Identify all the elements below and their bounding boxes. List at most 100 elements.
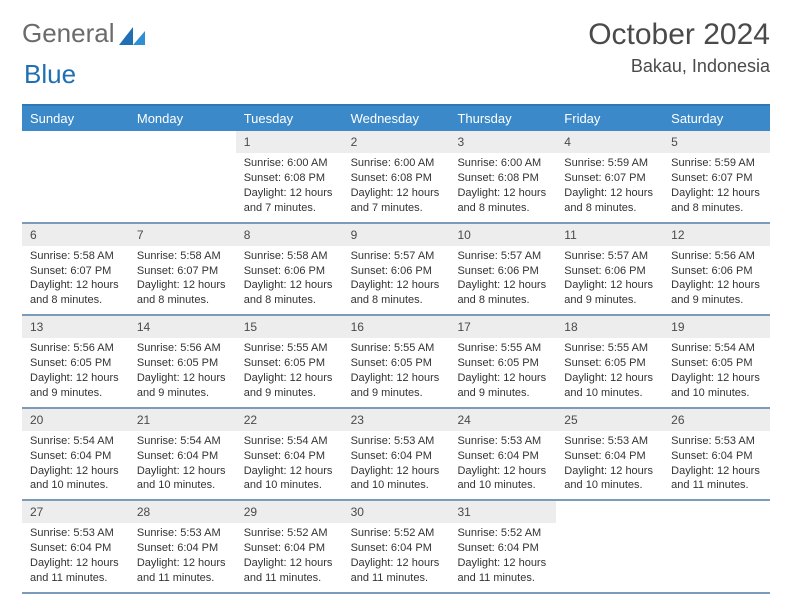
daylight-text-1: Daylight: 12 hours xyxy=(244,556,335,571)
daylight-text-2: and 9 minutes. xyxy=(457,386,548,401)
daylight-text-1: Daylight: 12 hours xyxy=(457,186,548,201)
cell-body: Sunrise: 5:57 AMSunset: 6:06 PMDaylight:… xyxy=(449,246,556,314)
sunset-text: Sunset: 6:07 PM xyxy=(671,171,762,186)
cell-body: Sunrise: 5:54 AMSunset: 6:04 PMDaylight:… xyxy=(236,431,343,499)
sunrise-text: Sunrise: 5:52 AM xyxy=(351,526,442,541)
day-number: 25 xyxy=(556,409,663,431)
title-block: October 2024 Bakau, Indonesia xyxy=(588,18,770,77)
daylight-text-2: and 10 minutes. xyxy=(244,478,335,493)
daylight-text-1: Daylight: 12 hours xyxy=(671,464,762,479)
daylight-text-2: and 8 minutes. xyxy=(30,293,121,308)
calendar-cell: 29Sunrise: 5:52 AMSunset: 6:04 PMDayligh… xyxy=(236,501,343,592)
cell-body: Sunrise: 5:56 AMSunset: 6:06 PMDaylight:… xyxy=(663,246,770,314)
daylight-text-2: and 9 minutes. xyxy=(671,293,762,308)
calendar-cell: 23Sunrise: 5:53 AMSunset: 6:04 PMDayligh… xyxy=(343,409,450,500)
calendar-cell: 8Sunrise: 5:58 AMSunset: 6:06 PMDaylight… xyxy=(236,224,343,315)
day-number: 4 xyxy=(556,131,663,153)
calendar-cell: 16Sunrise: 5:55 AMSunset: 6:05 PMDayligh… xyxy=(343,316,450,407)
sunset-text: Sunset: 6:06 PM xyxy=(244,264,335,279)
calendar-cell: 12Sunrise: 5:56 AMSunset: 6:06 PMDayligh… xyxy=(663,224,770,315)
sunset-text: Sunset: 6:05 PM xyxy=(351,356,442,371)
daylight-text-2: and 9 minutes. xyxy=(137,386,228,401)
daylight-text-1: Daylight: 12 hours xyxy=(671,371,762,386)
daylight-text-1: Daylight: 12 hours xyxy=(351,186,442,201)
sunset-text: Sunset: 6:05 PM xyxy=(30,356,121,371)
daylight-text-1: Daylight: 12 hours xyxy=(457,278,548,293)
day-number: 5 xyxy=(663,131,770,153)
cell-body: Sunrise: 5:55 AMSunset: 6:05 PMDaylight:… xyxy=(236,338,343,406)
sunset-text: Sunset: 6:04 PM xyxy=(351,449,442,464)
location-label: Bakau, Indonesia xyxy=(588,56,770,77)
calendar-cell: 7Sunrise: 5:58 AMSunset: 6:07 PMDaylight… xyxy=(129,224,236,315)
cell-body: Sunrise: 5:53 AMSunset: 6:04 PMDaylight:… xyxy=(663,431,770,499)
day-header: Saturday xyxy=(663,106,770,131)
cell-body: Sunrise: 5:52 AMSunset: 6:04 PMDaylight:… xyxy=(343,523,450,591)
day-header: Friday xyxy=(556,106,663,131)
day-number: 1 xyxy=(236,131,343,153)
cell-body: Sunrise: 5:54 AMSunset: 6:04 PMDaylight:… xyxy=(129,431,236,499)
calendar-cell: 3Sunrise: 6:00 AMSunset: 6:08 PMDaylight… xyxy=(449,131,556,222)
daylight-text-2: and 11 minutes. xyxy=(457,571,548,586)
daylight-text-1: Daylight: 12 hours xyxy=(137,278,228,293)
daylight-text-2: and 11 minutes. xyxy=(671,478,762,493)
daylight-text-2: and 11 minutes. xyxy=(351,571,442,586)
calendar-cell: 13Sunrise: 5:56 AMSunset: 6:05 PMDayligh… xyxy=(22,316,129,407)
daylight-text-2: and 8 minutes. xyxy=(244,293,335,308)
daylight-text-1: Daylight: 12 hours xyxy=(244,278,335,293)
sunset-text: Sunset: 6:06 PM xyxy=(564,264,655,279)
day-number: 8 xyxy=(236,224,343,246)
brand-part2: Blue xyxy=(24,59,76,89)
sunrise-text: Sunrise: 5:54 AM xyxy=(137,434,228,449)
sunrise-text: Sunrise: 5:59 AM xyxy=(671,156,762,171)
daylight-text-2: and 9 minutes. xyxy=(564,293,655,308)
day-number: 26 xyxy=(663,409,770,431)
calendar-cell: 4Sunrise: 5:59 AMSunset: 6:07 PMDaylight… xyxy=(556,131,663,222)
daylight-text-2: and 9 minutes. xyxy=(351,386,442,401)
calendar-cell: 10Sunrise: 5:57 AMSunset: 6:06 PMDayligh… xyxy=(449,224,556,315)
sunset-text: Sunset: 6:07 PM xyxy=(137,264,228,279)
sunrise-text: Sunrise: 5:55 AM xyxy=(457,341,548,356)
daylight-text-1: Daylight: 12 hours xyxy=(351,556,442,571)
sunrise-text: Sunrise: 5:53 AM xyxy=(137,526,228,541)
brand-part1: General xyxy=(22,18,115,49)
daylight-text-2: and 11 minutes. xyxy=(244,571,335,586)
cell-body: Sunrise: 5:55 AMSunset: 6:05 PMDaylight:… xyxy=(556,338,663,406)
sunset-text: Sunset: 6:05 PM xyxy=(671,356,762,371)
calendar-cell: 17Sunrise: 5:55 AMSunset: 6:05 PMDayligh… xyxy=(449,316,556,407)
daylight-text-2: and 10 minutes. xyxy=(671,386,762,401)
sunset-text: Sunset: 6:04 PM xyxy=(30,449,121,464)
cell-body: Sunrise: 5:59 AMSunset: 6:07 PMDaylight:… xyxy=(663,153,770,221)
calendar-cell: 19Sunrise: 5:54 AMSunset: 6:05 PMDayligh… xyxy=(663,316,770,407)
day-number: 15 xyxy=(236,316,343,338)
day-header-row: SundayMondayTuesdayWednesdayThursdayFrid… xyxy=(22,106,770,131)
calendar-cell: 15Sunrise: 5:55 AMSunset: 6:05 PMDayligh… xyxy=(236,316,343,407)
calendar-cell: 11Sunrise: 5:57 AMSunset: 6:06 PMDayligh… xyxy=(556,224,663,315)
daylight-text-2: and 10 minutes. xyxy=(137,478,228,493)
sunrise-text: Sunrise: 5:56 AM xyxy=(671,249,762,264)
sunset-text: Sunset: 6:04 PM xyxy=(351,541,442,556)
daylight-text-2: and 8 minutes. xyxy=(457,293,548,308)
calendar-cell: 24Sunrise: 5:53 AMSunset: 6:04 PMDayligh… xyxy=(449,409,556,500)
day-number: 19 xyxy=(663,316,770,338)
calendar-cell: 21Sunrise: 5:54 AMSunset: 6:04 PMDayligh… xyxy=(129,409,236,500)
day-number: 14 xyxy=(129,316,236,338)
day-number: 17 xyxy=(449,316,556,338)
sunset-text: Sunset: 6:04 PM xyxy=(457,449,548,464)
sunset-text: Sunset: 6:04 PM xyxy=(244,449,335,464)
calendar-cell: 14Sunrise: 5:56 AMSunset: 6:05 PMDayligh… xyxy=(129,316,236,407)
sunset-text: Sunset: 6:06 PM xyxy=(457,264,548,279)
calendar-cell xyxy=(22,131,129,222)
logo-mark-icon xyxy=(117,23,147,45)
calendar-cell: 25Sunrise: 5:53 AMSunset: 6:04 PMDayligh… xyxy=(556,409,663,500)
calendar-cell: 20Sunrise: 5:54 AMSunset: 6:04 PMDayligh… xyxy=(22,409,129,500)
daylight-text-1: Daylight: 12 hours xyxy=(351,464,442,479)
calendar-cell: 22Sunrise: 5:54 AMSunset: 6:04 PMDayligh… xyxy=(236,409,343,500)
cell-body: Sunrise: 6:00 AMSunset: 6:08 PMDaylight:… xyxy=(236,153,343,221)
sunrise-text: Sunrise: 5:54 AM xyxy=(30,434,121,449)
sunset-text: Sunset: 6:04 PM xyxy=(671,449,762,464)
calendar-cell: 31Sunrise: 5:52 AMSunset: 6:04 PMDayligh… xyxy=(449,501,556,592)
daylight-text-1: Daylight: 12 hours xyxy=(457,464,548,479)
sunrise-text: Sunrise: 5:58 AM xyxy=(137,249,228,264)
daylight-text-2: and 7 minutes. xyxy=(351,201,442,216)
day-number: 3 xyxy=(449,131,556,153)
